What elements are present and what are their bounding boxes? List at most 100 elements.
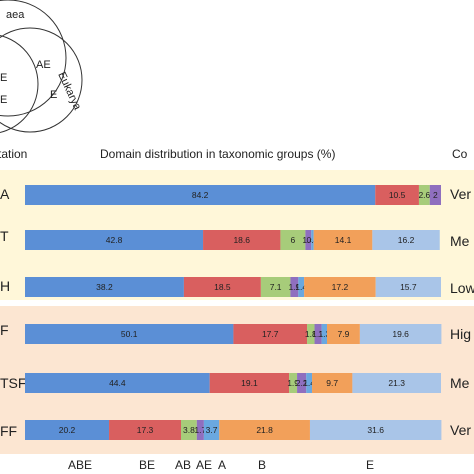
bar-segment-abe bbox=[25, 185, 376, 205]
bar-value-label: 7.1 bbox=[270, 282, 282, 292]
venn-circle-archaea bbox=[0, 0, 67, 117]
bar-segment-ab bbox=[307, 324, 315, 344]
bar-value-label: 18.6 bbox=[233, 235, 250, 245]
bar-value-label: 10.5 bbox=[389, 190, 406, 200]
bar-value-label: 1.8 bbox=[305, 329, 317, 339]
bar-segment-abe bbox=[25, 277, 184, 297]
bar-segment-a bbox=[203, 420, 220, 440]
venn-circle-bacteria bbox=[0, 34, 39, 134]
bar-value-label: 17.7 bbox=[262, 329, 279, 339]
bar-value-label: 6 bbox=[291, 235, 296, 245]
category-label: ABE bbox=[67, 458, 93, 472]
category-label: B bbox=[257, 458, 267, 472]
venn-label-ae: AE bbox=[36, 59, 51, 71]
bar-value-label: 1.3 bbox=[318, 329, 330, 339]
bar-value-label: 15.7 bbox=[400, 282, 417, 292]
bar-value-label: 1.4 bbox=[303, 378, 315, 388]
bar-value-label: 44.4 bbox=[109, 378, 126, 388]
category-label: A bbox=[217, 458, 227, 472]
bar-value-label: 3.7 bbox=[206, 425, 218, 435]
bar-value-label: 2 bbox=[433, 190, 438, 200]
bar-value-label: 84.2 bbox=[192, 190, 209, 200]
bar-value-label: 21.3 bbox=[388, 378, 405, 388]
bar-segment-be bbox=[209, 373, 290, 393]
bar-segment-ae bbox=[290, 277, 299, 297]
venn-label-partial-1: E bbox=[0, 72, 7, 84]
bar-value-label: 1.7 bbox=[312, 329, 324, 339]
row-label: H bbox=[0, 278, 11, 294]
bar-row-tsf: 44.4 19.1 1.92.21.4 9.7 21.3 bbox=[25, 373, 441, 393]
venn-label-archaea: aea bbox=[6, 9, 25, 21]
bar-value-label: 0.6 bbox=[307, 235, 319, 245]
bar-value-label: 31.6 bbox=[367, 425, 384, 435]
confidence-label: Me bbox=[450, 233, 470, 249]
bar-value-label: 14.1 bbox=[335, 235, 352, 245]
bar-segment-a bbox=[298, 277, 305, 297]
row-label: A bbox=[0, 186, 10, 202]
bar-value-label: 16.2 bbox=[398, 235, 415, 245]
bar-segment-abe bbox=[25, 324, 234, 344]
category-label: AB bbox=[174, 458, 192, 472]
bar-segment-ab bbox=[289, 373, 298, 393]
bar-segment-e bbox=[372, 230, 440, 250]
bar-value-label: 1.4 bbox=[302, 235, 314, 245]
bar-value-label: 19.6 bbox=[392, 329, 409, 339]
bar-segment-b bbox=[219, 420, 310, 440]
bar-row-a: 84.2 10.5 2.6 2 bbox=[25, 185, 441, 205]
header-annotation: tation bbox=[0, 147, 28, 161]
bar-segment-e bbox=[352, 373, 441, 393]
bar-row-f: 50.1 17.7 1.81.71.3 7.9 19.6 bbox=[25, 324, 442, 344]
bar-segment-e bbox=[375, 277, 441, 297]
confidence-label: Hig bbox=[450, 326, 472, 342]
bar-segment-b bbox=[327, 324, 360, 344]
bar-segment-a bbox=[321, 324, 328, 344]
header-confidence: Co bbox=[452, 147, 468, 161]
bar-value-label: 1.7 bbox=[194, 425, 206, 435]
bar-segment-abe bbox=[25, 373, 210, 393]
bar-segment-ab bbox=[260, 277, 291, 297]
bar-segment-ab bbox=[181, 420, 197, 440]
row-label: T bbox=[0, 228, 9, 244]
bar-segment-be bbox=[375, 185, 419, 205]
bar-segment-b bbox=[312, 373, 353, 393]
bar-segment-be bbox=[233, 324, 308, 344]
bar-segment-a bbox=[311, 230, 314, 250]
bar-segment-be bbox=[203, 230, 281, 250]
bar-value-label: 38.2 bbox=[96, 282, 113, 292]
bar-row-ff: 20.2 17.3 3.8 1.7 3.7 21.8 31.6 bbox=[25, 420, 442, 440]
venn-circle-eukarya bbox=[0, 27, 83, 133]
bar-segment-ab bbox=[418, 185, 430, 205]
bar-value-label: 3.8 bbox=[183, 425, 195, 435]
bar-segment-ae bbox=[297, 373, 307, 393]
bar-segment-be bbox=[109, 420, 181, 440]
venn-label-e: E bbox=[50, 89, 57, 101]
category-label: BE bbox=[138, 458, 156, 472]
category-label: AE bbox=[195, 458, 213, 472]
bar-value-label: 1.9 bbox=[287, 378, 299, 388]
bar-value-label: 17.2 bbox=[332, 282, 349, 292]
bar-row-h: 38.2 18.5 7.1 1.91.4 17.2 15.7 bbox=[25, 277, 441, 297]
bar-value-label: 9.7 bbox=[326, 378, 338, 388]
bar-segment-ae bbox=[429, 185, 441, 205]
bar-segment-be bbox=[183, 277, 261, 297]
row-label: TSF bbox=[0, 375, 27, 391]
confidence-label: Low bbox=[450, 280, 474, 296]
bar-segment-e bbox=[359, 324, 442, 344]
bar-value-label: 18.5 bbox=[214, 282, 231, 292]
row-label: FF bbox=[0, 423, 18, 439]
bar-value-label: 20.2 bbox=[59, 425, 76, 435]
bar-value-label: 1.9 bbox=[288, 282, 300, 292]
bar-value-label: 2.2 bbox=[296, 378, 308, 388]
confidence-label: Ver bbox=[450, 186, 472, 202]
venn-label-partial-2: E bbox=[0, 94, 7, 106]
bar-value-label: 2.6 bbox=[418, 190, 430, 200]
bar-segment-ae bbox=[196, 420, 204, 440]
category-label: E bbox=[365, 458, 375, 472]
bar-value-label: 42.8 bbox=[106, 235, 123, 245]
bar-value-label: 50.1 bbox=[121, 329, 138, 339]
bar-value-label: 1.4 bbox=[295, 282, 307, 292]
confidence-label: Me bbox=[450, 375, 470, 391]
bar-segment-b bbox=[313, 230, 373, 250]
